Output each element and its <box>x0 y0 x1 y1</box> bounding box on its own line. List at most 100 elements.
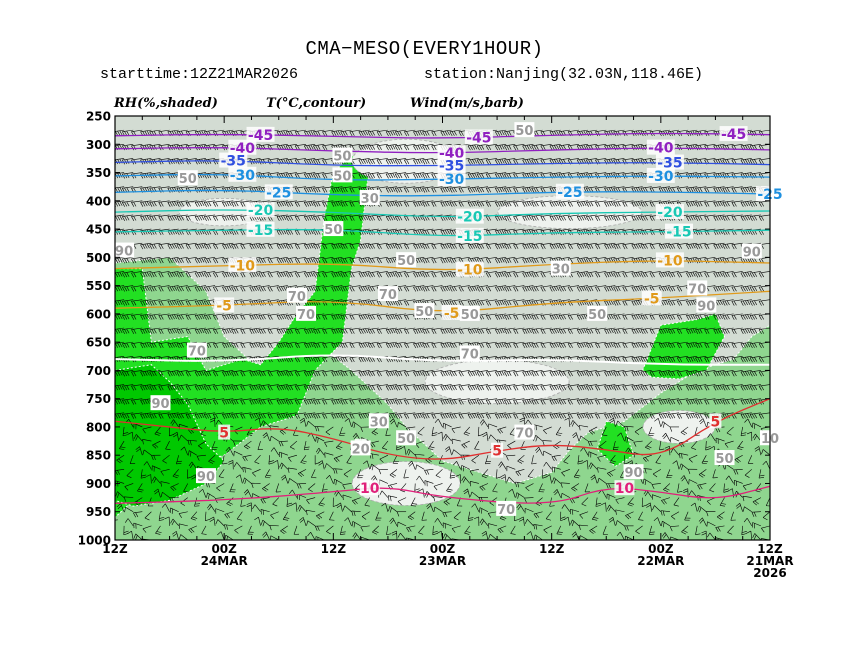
wind-barb-feather <box>446 130 450 136</box>
wind-barb-feather <box>290 130 294 136</box>
wind-barb-shaft <box>167 129 179 132</box>
wind-barb-feather <box>117 130 121 136</box>
wind-barb-feather <box>122 145 126 151</box>
wind-barb <box>122 129 134 137</box>
wind-barb-shaft <box>149 129 161 132</box>
wind-barb-feather <box>506 131 510 136</box>
wind-barb-feather <box>333 131 337 136</box>
wind-barb-feather <box>417 130 421 136</box>
wind-barb-shaft <box>131 143 143 147</box>
wind-barb-shaft <box>295 129 307 132</box>
wind-barb <box>394 129 407 137</box>
wind-barb-shaft <box>322 129 334 132</box>
wind-barb-shaft <box>213 129 225 132</box>
wind-barb-feather <box>331 131 335 137</box>
wind-barb-shaft <box>222 129 234 132</box>
wind-barb-shaft <box>686 129 698 132</box>
wind-barb <box>422 129 434 137</box>
wind-barb-shaft <box>404 129 416 132</box>
wind-barb-feather <box>324 131 328 136</box>
wind-barb-feather <box>106 244 108 248</box>
wind-barb-feather <box>340 131 344 137</box>
wind-barb <box>413 129 425 137</box>
wind-barb-feather <box>362 130 366 136</box>
wind-barb-feather <box>497 131 501 136</box>
wind-barb-feather <box>597 131 601 136</box>
wind-barb-feather <box>758 131 762 137</box>
wind-barb <box>104 158 116 164</box>
wind-barb-shaft <box>413 129 425 132</box>
wind-barb-feather <box>358 131 362 137</box>
wind-barb-feather <box>194 131 198 137</box>
wind-barb <box>349 129 361 137</box>
wind-barb-shaft <box>440 129 452 132</box>
wind-barb-layer <box>104 129 770 540</box>
wind-barb-shaft <box>313 129 325 132</box>
wind-barb-feather <box>444 130 448 136</box>
wind-barb-shaft <box>115 214 116 216</box>
wind-barb-feather <box>104 216 106 220</box>
wind-barb-feather <box>349 131 353 137</box>
wind-barb-shaft <box>231 129 243 132</box>
wind-barb <box>404 129 416 137</box>
wind-barb <box>313 129 325 137</box>
wind-barb-shaft <box>649 129 661 132</box>
wind-barb-feather <box>146 130 150 136</box>
wind-barb-shaft <box>759 129 770 132</box>
temp-legend-label: T(°C,contour) <box>266 96 367 111</box>
wind-barb-shaft <box>140 143 152 147</box>
wind-barb <box>495 129 507 137</box>
wind-barb-feather <box>440 131 444 137</box>
wind-barb-feather <box>308 130 312 136</box>
wind-barb <box>358 129 370 137</box>
wind-barb-shaft <box>604 129 616 132</box>
wind-barb-shaft <box>122 129 134 132</box>
wind-barb-shaft <box>577 129 589 132</box>
wind-barb-feather <box>360 131 364 136</box>
wind-barb-feather <box>585 131 589 137</box>
wind-barb-feather <box>499 130 503 136</box>
wind-barb-feather <box>126 130 130 136</box>
wind-barb-feather <box>392 130 396 136</box>
wind-barb-feather <box>104 245 106 249</box>
wind-barb-feather <box>399 130 403 136</box>
wind-barb-feather <box>504 131 508 137</box>
rh-dry-patch <box>424 359 570 405</box>
chart-title: CMA−MESO(EVERY1HOUR) <box>305 38 544 60</box>
wind-barb-feather <box>394 131 398 137</box>
wind-barb-feather <box>104 160 106 164</box>
wind-barb-feather <box>419 130 423 136</box>
wind-barb-feather <box>283 130 287 136</box>
wind-barb-shaft <box>276 129 288 132</box>
wind-barb-feather <box>222 131 226 137</box>
wind-barb-shaft <box>115 158 116 159</box>
wind-barb-shaft <box>595 129 607 132</box>
wind-barb-shaft <box>167 143 179 147</box>
wind-barb-shaft <box>115 299 116 301</box>
wind-barb-feather <box>451 131 455 136</box>
wind-barb <box>115 299 116 301</box>
wind-barb <box>115 186 116 187</box>
wind-barb-feather <box>495 131 498 137</box>
wind-barb-shaft <box>115 243 116 244</box>
wind-barb-feather <box>369 131 373 136</box>
wind-barb-shaft <box>640 129 652 132</box>
wind-barb-feather <box>342 131 346 136</box>
wind-barb-shaft <box>115 271 116 272</box>
rh-legend-label: RH(%,shaded) <box>114 96 218 111</box>
wind-barb-feather <box>367 131 371 137</box>
wind-barb-shaft <box>613 129 625 132</box>
wind-barb-feather <box>535 130 539 136</box>
wind-barb-feather <box>431 131 435 137</box>
wind-barb-shaft <box>286 129 297 132</box>
wind-barb-feather <box>413 131 417 137</box>
station-info: station:Nanjing(32.03N,118.46E) <box>424 66 704 83</box>
wind-barb-feather <box>376 131 380 137</box>
wind-barb-shaft <box>158 129 170 132</box>
wind-barb-shaft <box>668 129 680 132</box>
wind-barb-feather <box>501 130 505 136</box>
wind-barb-shaft <box>176 129 188 132</box>
wind-barb-shaft <box>568 129 580 132</box>
wind-barb-feather <box>453 130 457 136</box>
wind-barb-feather <box>313 131 317 137</box>
